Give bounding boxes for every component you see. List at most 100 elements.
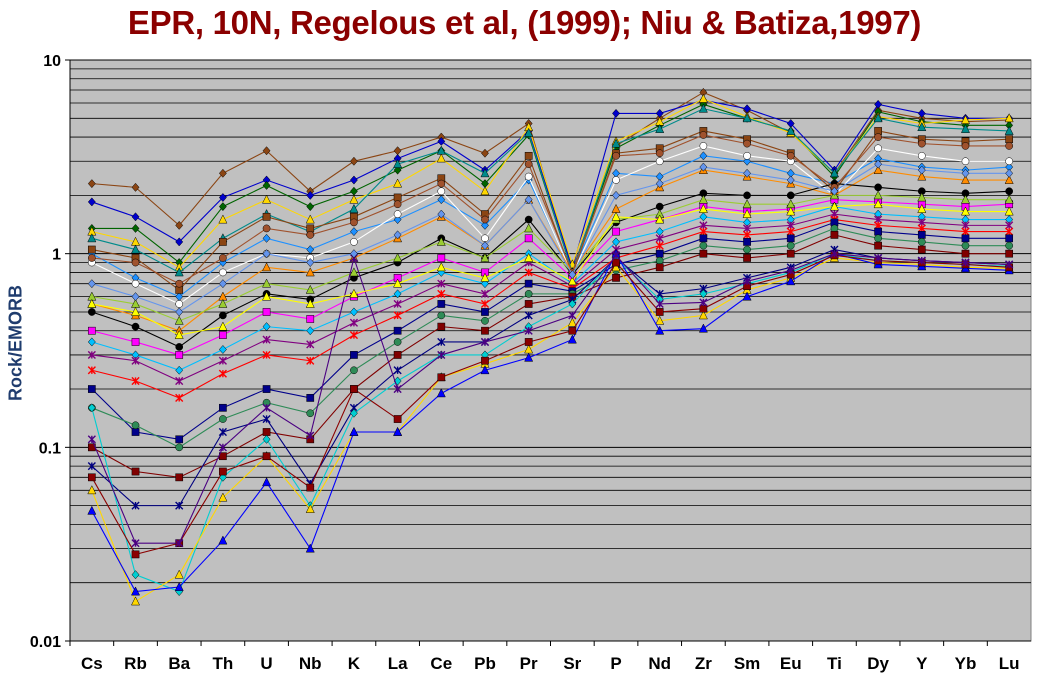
data-point: [174, 267, 184, 277]
data-point: [699, 131, 708, 139]
data-point: [131, 550, 140, 559]
data-point: [917, 231, 926, 239]
data-point: [306, 394, 315, 402]
data-point: [743, 191, 751, 200]
data-point: [874, 234, 882, 243]
data-point: [786, 191, 795, 200]
data-point: [437, 209, 446, 219]
data-point: [917, 165, 926, 175]
data-point: [262, 477, 272, 487]
data-point: [349, 318, 359, 327]
data-point: [961, 157, 970, 166]
data-point: [961, 168, 970, 178]
data-point: [655, 157, 664, 166]
data-point: [917, 224, 926, 233]
data-point: [87, 326, 96, 335]
data-point: [655, 315, 665, 325]
data-point: [742, 277, 752, 286]
data-point: [481, 308, 489, 316]
data-point: [87, 337, 96, 347]
data-point: [874, 133, 882, 141]
data-point: [655, 214, 665, 224]
data-point: [175, 539, 184, 548]
data-point: [699, 151, 708, 161]
data-point: [131, 182, 140, 192]
data-point: [349, 227, 358, 237]
data-point: [393, 230, 402, 240]
x-tick-label: Sm: [734, 654, 760, 673]
data-point: [786, 266, 795, 275]
data-point: [655, 149, 664, 158]
data-point: [131, 539, 140, 548]
series-line: [91, 145, 1010, 305]
data-point: [350, 238, 358, 246]
data-point: [306, 190, 315, 200]
data-point: [1005, 142, 1014, 150]
data-point: [262, 194, 272, 204]
x-tick-label: Lu: [999, 654, 1020, 673]
data-point: [524, 268, 533, 277]
data-point: [393, 384, 402, 394]
data-point: [262, 212, 271, 221]
data-point: [961, 227, 970, 236]
data-point: [262, 249, 271, 259]
data-point: [393, 326, 402, 335]
data-point: [175, 279, 184, 288]
data-point: [481, 148, 489, 158]
data-point: [174, 329, 184, 339]
data-point: [961, 249, 970, 258]
data-point: [175, 443, 184, 452]
data-point: [699, 304, 708, 313]
data-point: [218, 345, 227, 354]
data-point: [612, 258, 620, 267]
data-point: [830, 224, 839, 233]
data-point: [436, 388, 446, 398]
data-point: [218, 535, 228, 545]
data-point: [306, 245, 315, 255]
data-point: [568, 299, 577, 309]
data-point: [1005, 249, 1014, 258]
data-point: [174, 569, 184, 579]
data-point: [786, 221, 795, 230]
x-tick-label: Pr: [520, 654, 538, 673]
data-point: [480, 272, 490, 282]
data-point: [175, 365, 184, 375]
data-point: [917, 171, 927, 181]
y-tick-label: 1: [52, 247, 61, 264]
data-point: [87, 462, 96, 471]
data-point: [219, 403, 227, 412]
data-point: [175, 376, 184, 386]
data-point: [1004, 194, 1014, 204]
data-point: [262, 308, 271, 316]
data-point: [699, 249, 708, 258]
data-point: [131, 306, 141, 316]
data-point: [306, 224, 315, 233]
data-point: [87, 366, 96, 375]
x-tick-label: Y: [916, 654, 928, 673]
x-tick-label: Zr: [695, 654, 712, 673]
data-point: [786, 206, 796, 216]
data-point: [87, 505, 97, 515]
data-point: [1005, 221, 1014, 230]
data-point: [786, 125, 796, 135]
data-point: [350, 385, 358, 393]
x-tick-label: Nd: [648, 654, 671, 673]
data-point: [612, 176, 620, 184]
data-point: [917, 151, 926, 160]
data-point: [437, 373, 446, 382]
data-point: [480, 365, 490, 375]
data-point: [306, 483, 315, 492]
data-point: [393, 289, 402, 299]
data-point: [262, 278, 272, 288]
data-point: [262, 403, 271, 412]
data-point: [961, 258, 970, 267]
data-point: [917, 139, 926, 148]
data-point: [481, 316, 489, 325]
data-point: [174, 581, 184, 591]
data-point: [131, 212, 140, 222]
data-point: [393, 278, 403, 288]
data-point: [1005, 227, 1014, 236]
data-point: [960, 174, 970, 184]
data-point: [481, 220, 489, 230]
